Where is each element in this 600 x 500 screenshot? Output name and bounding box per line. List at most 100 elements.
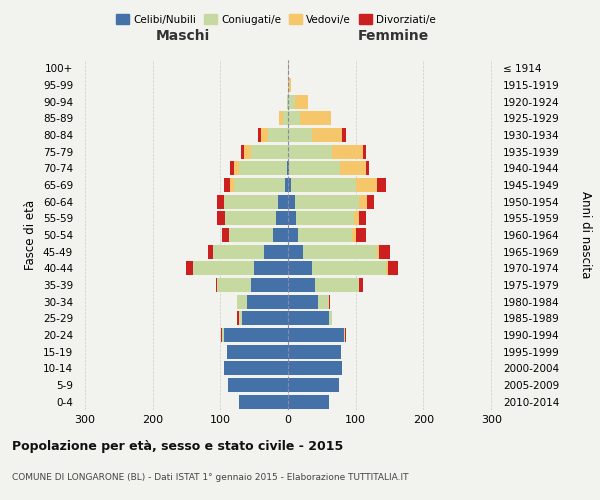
Bar: [292, 178, 356, 192]
Text: Maschi: Maschi: [156, 29, 210, 43]
Bar: [295, 194, 359, 209]
Bar: [329, 311, 332, 326]
Bar: [222, 328, 224, 342]
Bar: [254, 261, 288, 276]
Bar: [356, 228, 366, 242]
Bar: [288, 278, 315, 292]
Bar: [359, 194, 367, 209]
Bar: [288, 244, 303, 259]
Bar: [288, 211, 296, 226]
Bar: [288, 311, 329, 326]
Bar: [359, 278, 362, 292]
Y-axis label: Fasce di età: Fasce di età: [25, 200, 37, 270]
Bar: [279, 112, 283, 126]
Bar: [367, 194, 374, 209]
Bar: [288, 378, 339, 392]
Bar: [224, 328, 288, 342]
Bar: [289, 162, 340, 175]
Bar: [300, 112, 331, 126]
Bar: [288, 144, 332, 159]
Bar: [215, 278, 217, 292]
Bar: [344, 328, 345, 342]
Bar: [244, 144, 251, 159]
Bar: [377, 178, 386, 192]
Bar: [288, 228, 298, 242]
Bar: [288, 78, 289, 92]
Legend: Celibi/Nubili, Coniugati/e, Vedovi/e, Divorziati/e: Celibi/Nubili, Coniugati/e, Vedovi/e, Di…: [112, 10, 440, 29]
Bar: [230, 178, 234, 192]
Bar: [237, 294, 247, 308]
Bar: [230, 162, 234, 175]
Bar: [287, 94, 288, 109]
Bar: [217, 211, 225, 226]
Bar: [362, 144, 366, 159]
Bar: [303, 244, 377, 259]
Bar: [366, 162, 369, 175]
Bar: [377, 244, 379, 259]
Bar: [288, 194, 295, 209]
Bar: [229, 228, 273, 242]
Bar: [342, 128, 346, 142]
Bar: [239, 394, 288, 409]
Bar: [345, 328, 346, 342]
Bar: [276, 211, 288, 226]
Bar: [241, 144, 244, 159]
Text: COMUNE DI LONGARONE (BL) - Dati ISTAT 1° gennaio 2015 - Elaborazione TUTTITALIA.: COMUNE DI LONGARONE (BL) - Dati ISTAT 1°…: [12, 473, 409, 482]
Bar: [239, 162, 287, 175]
Bar: [224, 178, 230, 192]
Bar: [229, 378, 288, 392]
Bar: [234, 162, 239, 175]
Bar: [319, 294, 329, 308]
Bar: [217, 278, 251, 292]
Bar: [214, 244, 264, 259]
Bar: [288, 62, 289, 76]
Bar: [251, 278, 288, 292]
Bar: [227, 344, 288, 359]
Bar: [312, 128, 342, 142]
Bar: [359, 211, 366, 226]
Bar: [379, 244, 389, 259]
Bar: [187, 261, 193, 276]
Bar: [288, 328, 344, 342]
Bar: [224, 194, 278, 209]
Bar: [289, 78, 291, 92]
Bar: [388, 261, 398, 276]
Bar: [340, 162, 366, 175]
Bar: [354, 211, 359, 226]
Bar: [288, 94, 295, 109]
Bar: [257, 128, 261, 142]
Bar: [261, 128, 268, 142]
Bar: [221, 328, 222, 342]
Bar: [239, 311, 242, 326]
Bar: [329, 294, 330, 308]
Bar: [288, 112, 300, 126]
Bar: [386, 261, 388, 276]
Bar: [288, 178, 292, 192]
Text: Popolazione per età, sesso e stato civile - 2015: Popolazione per età, sesso e stato civil…: [12, 440, 343, 453]
Bar: [288, 344, 341, 359]
Bar: [288, 128, 312, 142]
Bar: [251, 144, 288, 159]
Bar: [332, 144, 362, 159]
Bar: [247, 294, 288, 308]
Bar: [278, 194, 288, 209]
Bar: [288, 261, 312, 276]
Bar: [237, 311, 239, 326]
Bar: [295, 94, 308, 109]
Bar: [296, 211, 354, 226]
Bar: [352, 228, 356, 242]
Y-axis label: Anni di nascita: Anni di nascita: [579, 192, 592, 278]
Bar: [312, 261, 386, 276]
Bar: [268, 128, 288, 142]
Bar: [193, 261, 254, 276]
Bar: [208, 244, 214, 259]
Bar: [288, 162, 289, 175]
Bar: [224, 361, 288, 376]
Bar: [264, 244, 288, 259]
Bar: [315, 278, 359, 292]
Bar: [288, 394, 329, 409]
Bar: [225, 211, 276, 226]
Bar: [288, 294, 319, 308]
Bar: [288, 361, 342, 376]
Bar: [283, 112, 288, 126]
